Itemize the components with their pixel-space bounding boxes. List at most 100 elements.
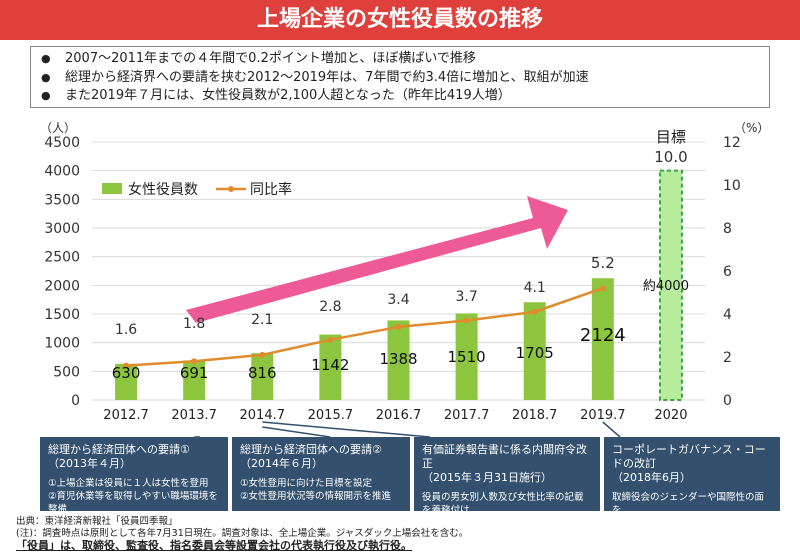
rate-value-label: 1.6	[115, 322, 137, 338]
rate-line	[125, 287, 604, 367]
event-connector	[602, 421, 621, 437]
rate-point	[259, 351, 266, 358]
left-tick-label: 0	[71, 393, 80, 409]
bar-value-label: 1510	[448, 348, 486, 366]
right-tick-label: 12	[723, 135, 741, 151]
right-tick-label: 4	[723, 307, 732, 323]
x-tick-label: 2017.7	[444, 408, 490, 423]
summary-box: 2007～2011年までの４年間で0.2ポイント増加と、ほぼ横ばいで推移 総理か…	[30, 46, 770, 108]
left-tick-label: 500	[53, 364, 80, 380]
bar	[319, 334, 342, 400]
event-body-line: を義務付け	[422, 505, 470, 516]
left-tick-label: 3000	[44, 221, 80, 237]
event-title: コーポレートガバナンス・コードの改訂	[612, 443, 766, 470]
bar-value-label: 630	[112, 364, 141, 382]
page-title: 上場企業の女性役員数の推移	[0, 0, 800, 40]
right-axis-label: （%）	[734, 121, 769, 135]
left-axis-label: （人）	[40, 121, 76, 135]
survey-note: (注)：調査時点は原則として各年7月31日現在。調査対象は、全上場企業。ジャスダ…	[16, 528, 469, 539]
bar	[387, 320, 410, 400]
bar	[523, 302, 546, 400]
summary-item: 総理から経済界への要請を挟む2012～2019年は、7年間で約3.4倍に増加と、…	[39, 69, 761, 88]
event-box: コーポレートガバナンス・コードの改訂 （2018年6月） 取締役会のジェンダーや…	[604, 437, 780, 542]
left-tick-label: 1000	[44, 336, 80, 352]
right-tick-label: 10	[723, 178, 741, 194]
event-body-line: 役員の男女別人数及び女性比率の記載	[422, 492, 584, 503]
x-tick-label: 2020	[654, 408, 687, 423]
bar	[115, 363, 138, 400]
event-body-line: ①女性登用に向けた目標を設定	[240, 478, 373, 489]
bar-value-label: 816	[248, 364, 277, 382]
summary-item: 2007～2011年までの４年間で0.2ポイント増加と、ほぼ横ばいで推移	[39, 50, 761, 69]
rate-value-label: 5.2	[591, 254, 615, 272]
rate-point	[191, 358, 198, 365]
x-tick-label: 2018.7	[512, 408, 558, 423]
right-tick-label: 0	[723, 393, 732, 409]
event-title: 総理から経済団体への要請①	[48, 443, 190, 456]
bar-value-label: 2124	[580, 325, 626, 346]
event-connector	[262, 421, 431, 437]
event-body-line: ②育児休業等を取得しやすい職場環境を整備	[48, 491, 218, 515]
definition-note: 「役員」は、取締役、監査役、指名委員会等設置会社の代表執行役及び執行役。	[16, 539, 412, 552]
event-body-line: 取締役会のジェンダーや国際性の面を	[612, 492, 765, 516]
target-bar	[658, 169, 683, 401]
policy-events: 総理から経済団体への要請① （2013年４月） ①上場企業は役員に１人は女性を登…	[40, 437, 780, 542]
rate-value-label: 3.7	[455, 289, 477, 305]
x-tick-label: 2015.7	[308, 408, 354, 423]
bar-value-label: 1142	[311, 356, 349, 374]
left-tick-label: 4500	[44, 135, 80, 151]
rate-value-label: 4.1	[524, 280, 546, 296]
x-tick-label: 2019.7	[580, 408, 626, 423]
x-tick-label: 2014.7	[240, 408, 286, 423]
bar-value-label: 691	[180, 364, 209, 382]
left-tick-label: 1500	[44, 307, 80, 323]
right-tick-label: 8	[723, 221, 732, 237]
x-tick-label: 2013.7	[171, 408, 217, 423]
rate-point	[123, 362, 130, 369]
footer: 出典：東洋経済新報社「役員四季報」 (注)：調査時点は原則として各年7月31日現…	[16, 516, 468, 552]
left-tick-label: 2000	[44, 278, 80, 294]
bar-value-label: 約4000	[643, 279, 689, 294]
event-date: （2018年6月）	[612, 471, 691, 484]
bar	[183, 360, 206, 400]
right-tick-label: 2	[723, 350, 732, 366]
event-box: 総理から経済団体への要請① （2013年４月） ①上場企業は役員に１人は女性を登…	[40, 437, 228, 515]
bar	[251, 353, 274, 400]
rate-point	[531, 308, 538, 315]
target-label: 目標	[656, 128, 686, 146]
legend-bar-swatch	[102, 183, 122, 194]
legend-label: 女性役員数	[128, 181, 198, 198]
rate-value-label: 2.1	[251, 312, 273, 328]
event-box: 有価証券報告書に係る内閣府令改正 （2015年３月31日施行） 役員の男女別人数…	[414, 437, 600, 516]
rate-point	[599, 285, 606, 292]
event-connector	[262, 426, 331, 437]
left-tick-label: 2500	[44, 250, 80, 266]
legend-line-marker	[228, 186, 234, 192]
left-tick-label: 4000	[44, 164, 80, 180]
x-tick-label: 2016.7	[376, 408, 422, 423]
event-body-line: ①上場企業は役員に１人は女性を登用	[48, 478, 209, 489]
event-date: （2014年６月）	[240, 457, 323, 470]
summary-item: また2019年７月には、女性役員数が2,100人超となった（昨年比419人増）	[39, 87, 761, 106]
source-note: 出典：東洋経済新報社「役員四季報」	[16, 516, 178, 527]
bar-value-label: 1705	[516, 344, 554, 362]
event-body-line: 含む多様性の確保を重要な要素とした	[612, 518, 765, 542]
rate-value-label: 3.4	[387, 292, 409, 308]
bar-value-label: 1388	[379, 350, 417, 368]
event-title: 総理から経済団体への要請②	[240, 443, 382, 456]
rate-point	[327, 336, 334, 343]
left-tick-label: 3500	[44, 192, 80, 208]
event-box: 総理から経済団体への要請② （2014年６月） ①女性登用に向けた目標を設定 ②…	[232, 437, 410, 511]
event-title: 有価証券報告書に係る内閣府令改正	[422, 443, 587, 470]
bar	[591, 278, 614, 400]
rate-value-label: 1.8	[183, 316, 205, 332]
bar	[455, 313, 478, 400]
rate-point	[463, 317, 470, 324]
event-date: （2015年３月31日施行）	[422, 471, 552, 484]
rate-point	[395, 323, 402, 330]
event-date: （2013年４月）	[48, 457, 131, 470]
combo-chart: 0 500 1000 1500 2000 2500 3000 3500 4000 4500（人） 0…	[40, 121, 769, 437]
event-body-line: ②女性登用状況等の情報開示を推進	[240, 491, 392, 502]
x-tick-label: 2012.7	[103, 408, 149, 423]
rate-value-label: 2.8	[319, 299, 341, 315]
